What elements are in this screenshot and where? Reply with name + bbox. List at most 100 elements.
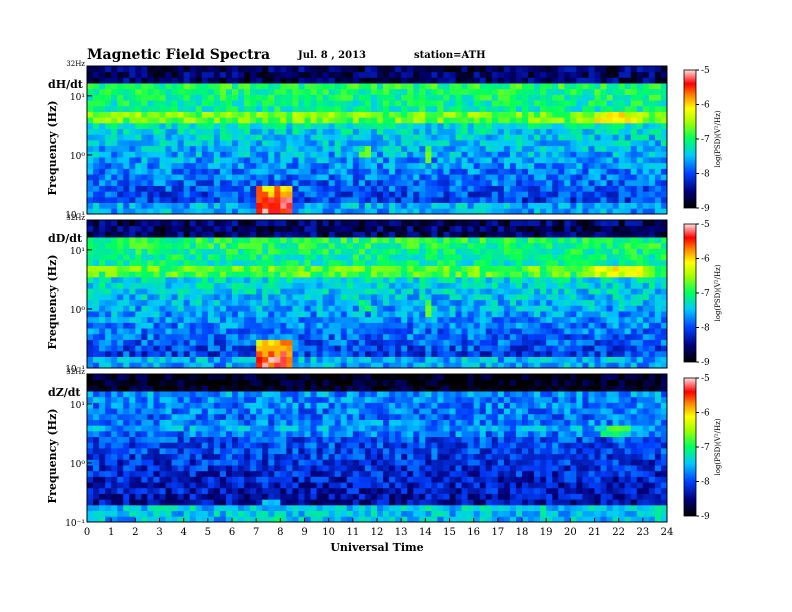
spectrogram-cell — [467, 350, 475, 358]
spectrogram-cell — [395, 242, 402, 249]
spectrogram-cell — [413, 151, 420, 158]
spectrogram-cell — [183, 168, 191, 175]
spectrogram-cell — [171, 311, 179, 318]
spectrogram-cell — [576, 299, 583, 306]
spectrogram-cell — [286, 299, 293, 306]
spectrogram-cell — [588, 311, 595, 318]
spectrogram-cell — [485, 185, 493, 192]
spectrogram-cell — [534, 208, 541, 215]
spectrogram-cell — [443, 134, 450, 141]
spectrogram-cell — [328, 356, 336, 363]
spectrogram-cell — [334, 122, 342, 130]
spectrogram-cell — [129, 333, 136, 340]
spectrogram-cell — [298, 128, 305, 135]
spectrogram-cell — [207, 140, 215, 147]
spectrogram-cell — [213, 311, 221, 318]
spectrogram-cell — [225, 350, 233, 358]
spectrogram-cell — [630, 94, 638, 101]
spectrogram-cell — [389, 168, 396, 175]
spectrogram-cell — [564, 83, 571, 90]
spectrogram-cell — [383, 248, 390, 255]
spectrogram-cell — [352, 231, 360, 238]
spectrogram-cell — [479, 288, 487, 295]
spectrogram-cell — [588, 294, 595, 301]
spectrogram-cell — [522, 88, 529, 95]
spectrogram-cell — [358, 94, 366, 101]
spectrogram-cell — [594, 265, 601, 272]
spectrogram-cell — [201, 151, 209, 158]
spectrogram-cell — [304, 294, 311, 301]
spectrogram-cell — [534, 117, 541, 124]
spectrogram-cell — [546, 237, 553, 244]
spectrogram-cell — [147, 162, 154, 169]
spectrogram-cell — [377, 220, 384, 227]
spectrogram-cell — [195, 254, 203, 261]
spectrogram-cell — [401, 254, 408, 261]
spectrogram-cell — [600, 168, 607, 175]
spectrogram-cell — [606, 208, 614, 215]
spectrogram-cell — [497, 265, 505, 272]
spectrogram-cell — [256, 208, 263, 215]
spectrogram-cell — [292, 259, 299, 266]
spectrogram-cell — [123, 111, 130, 118]
spectrogram-cell — [250, 179, 257, 186]
spectrogram-cell — [552, 66, 559, 73]
spectrogram-cell — [213, 157, 221, 164]
spectrogram-cell — [558, 117, 565, 124]
spectrogram-cell — [383, 231, 390, 238]
spectrogram-cell — [328, 151, 336, 158]
spectrogram-cell — [509, 345, 517, 352]
spectrogram-cell — [564, 333, 571, 340]
spectrogram-cell — [594, 179, 601, 186]
spectrogram-cell — [431, 174, 438, 181]
spectrogram-cell — [612, 294, 620, 301]
spectrogram-cell — [515, 362, 523, 369]
spectrogram-cell — [225, 259, 233, 266]
spectrogram-cell — [165, 157, 172, 164]
spectrogram-cell — [346, 134, 354, 141]
spectrogram-cell — [546, 71, 553, 78]
spectrogram-cell — [576, 350, 583, 358]
spectrogram-cell — [473, 339, 481, 346]
spectrogram-cell — [111, 157, 118, 164]
spectrogram-cell — [660, 117, 668, 124]
spectrogram-cell — [292, 225, 299, 232]
spectrogram-cell — [522, 350, 529, 358]
spectrogram-cell — [461, 311, 469, 318]
spectrogram-cell — [117, 345, 124, 352]
spectrogram-cell — [485, 271, 493, 278]
spectrogram-cell — [606, 282, 614, 289]
spectrogram-cell — [624, 237, 632, 244]
spectrogram-cell — [117, 350, 124, 358]
spectrogram-cell — [564, 66, 571, 73]
spectrogram-cell — [642, 185, 650, 192]
spectrogram-cell — [225, 151, 233, 158]
spectrogram-cell — [141, 157, 148, 164]
spectrogram-cell — [594, 259, 601, 266]
spectrogram-cell — [262, 191, 269, 198]
spectrogram-cell — [600, 220, 607, 227]
spectrogram-cell — [648, 248, 656, 255]
spectrogram-cell — [636, 265, 644, 272]
spectrogram-cell — [546, 288, 553, 295]
spectrogram-cell — [467, 294, 475, 301]
spectrogram-cell — [268, 157, 275, 164]
spectrogram-cell — [99, 105, 106, 112]
spectrogram-cell — [509, 71, 517, 78]
spectrogram-cell — [437, 105, 444, 112]
spectrogram-cell — [189, 168, 197, 175]
spectrogram-cell — [256, 259, 263, 266]
spectrogram-cell — [268, 282, 275, 289]
spectrogram-cell — [395, 276, 402, 284]
spectrogram-cell — [552, 248, 559, 255]
spectrogram-cell — [437, 111, 444, 118]
spectrogram-cell — [207, 316, 215, 323]
spectrogram-cell — [262, 333, 269, 340]
spectrogram-cell — [467, 254, 475, 261]
spectrogram-cell — [268, 362, 275, 369]
spectrogram-cell — [558, 276, 565, 284]
spectrogram-cell — [473, 71, 481, 78]
spectrogram-cell — [286, 237, 293, 244]
spectrogram-cell — [352, 202, 360, 209]
spectrogram-cell — [383, 345, 390, 352]
